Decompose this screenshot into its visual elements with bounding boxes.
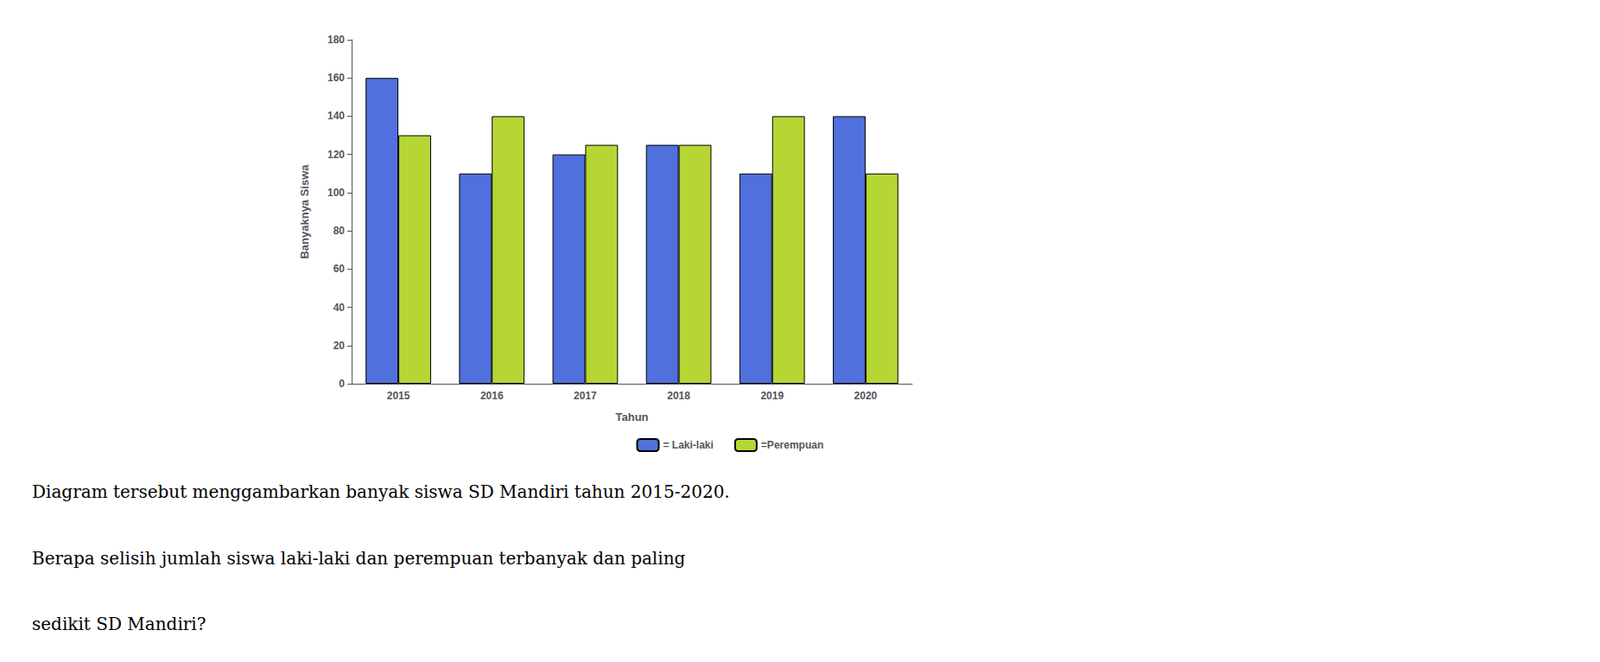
svg-text:100: 100 (327, 186, 345, 199)
svg-text:0: 0 (338, 377, 345, 390)
svg-text:Diagram tersebut menggambarkan: Diagram tersebut menggambarkan banyak si… (31, 481, 731, 502)
svg-text:2017: 2017 (573, 389, 597, 402)
svg-text:sedikit SD Mandiri?: sedikit SD Mandiri? (31, 613, 206, 635)
svg-text:2019: 2019 (760, 389, 784, 402)
svg-text:20: 20 (333, 339, 346, 352)
svg-text:2018: 2018 (666, 389, 691, 402)
svg-text:2015: 2015 (387, 389, 411, 402)
svg-text:Banyaknya Siswa: Banyaknya Siswa (298, 164, 312, 260)
svg-text:Tahun: Tahun (615, 410, 648, 424)
svg-text:2016: 2016 (480, 389, 504, 402)
svg-text:2020: 2020 (854, 389, 878, 402)
svg-text:140: 140 (327, 109, 345, 122)
svg-text:= Laki-laki: = Laki-laki (663, 438, 714, 451)
svg-text:160: 160 (327, 71, 345, 84)
svg-text:180: 180 (327, 33, 345, 46)
svg-text:120: 120 (327, 148, 345, 161)
svg-text:40: 40 (333, 301, 346, 314)
svg-text:=Perempuan: =Perempuan (761, 438, 824, 451)
svg-text:80: 80 (333, 224, 346, 237)
svg-text:60: 60 (333, 262, 346, 275)
svg-text:Berapa selisih jumlah siswa la: Berapa selisih jumlah siswa laki-laki da… (31, 547, 686, 569)
